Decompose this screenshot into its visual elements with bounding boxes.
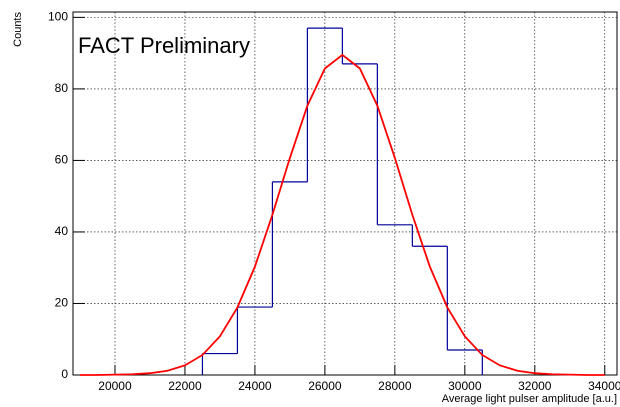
y-tick-label: 60 xyxy=(55,153,69,167)
x-tick-label: 26000 xyxy=(308,379,342,393)
x-tick-label: 22000 xyxy=(168,379,202,393)
y-tick-label: 0 xyxy=(61,367,68,381)
x-tick-label: 34000 xyxy=(588,379,620,393)
plot-frame xyxy=(72,11,618,376)
x-tick-label: 24000 xyxy=(238,379,272,393)
annotation: FACT Preliminary xyxy=(78,33,250,58)
y-axis-title: Counts xyxy=(12,12,24,47)
x-tick-label: 30000 xyxy=(448,379,482,393)
x-tick-label: 28000 xyxy=(378,379,412,393)
y-tick-label: 40 xyxy=(55,224,69,238)
fit-curve xyxy=(80,53,605,376)
y-tick-label: 80 xyxy=(55,81,69,95)
x-tick-label: 20000 xyxy=(98,379,132,393)
y-tick-label: 100 xyxy=(48,10,68,24)
x-tick-label: 32000 xyxy=(518,379,552,393)
x-axis-title: Average light pulser amplitude [a.u.] xyxy=(442,393,617,405)
y-tick-label: 20 xyxy=(55,296,69,310)
